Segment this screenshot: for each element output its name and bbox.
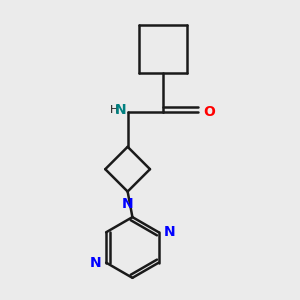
Text: N: N xyxy=(122,197,134,211)
Text: N: N xyxy=(164,225,175,239)
Text: N: N xyxy=(114,103,126,117)
Text: N: N xyxy=(90,256,101,270)
Text: H: H xyxy=(110,105,118,115)
Text: O: O xyxy=(204,105,216,118)
